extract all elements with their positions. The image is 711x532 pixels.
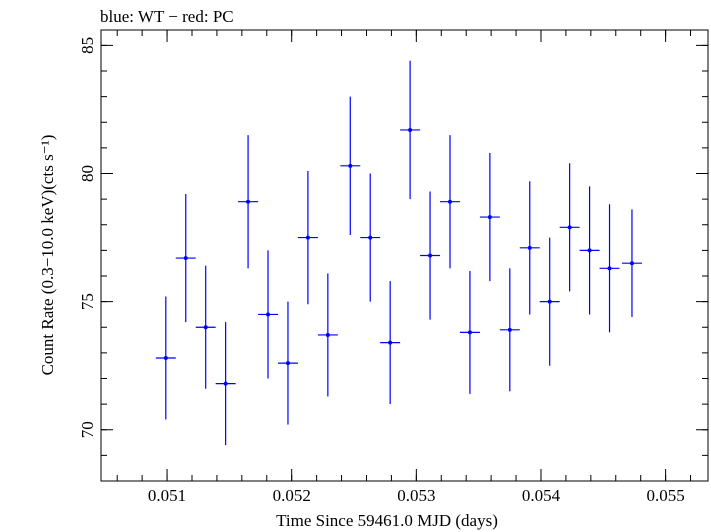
data-point <box>507 327 512 332</box>
data-point-group <box>479 153 500 282</box>
y-tick-label: 75 <box>78 293 97 310</box>
data-point-group <box>238 135 259 269</box>
y-tick-label: 85 <box>78 37 97 54</box>
data-point-group <box>621 209 642 317</box>
x-tick-label: 0.054 <box>522 486 561 505</box>
data-point <box>408 127 413 132</box>
data-point <box>325 332 330 337</box>
data-point-group <box>599 204 620 333</box>
x-axis-title: Time Since 59461.0 MJD (days) <box>276 511 498 530</box>
data-point-group <box>340 96 361 235</box>
data-point <box>428 253 433 258</box>
x-tick-label: 0.052 <box>273 486 311 505</box>
data-point <box>567 225 572 230</box>
data-point-group <box>155 296 176 420</box>
data-point <box>447 199 452 204</box>
y-tick-label: 70 <box>78 421 97 438</box>
data-point-group <box>380 281 401 405</box>
data-point <box>487 215 492 220</box>
data-point-group <box>360 173 381 302</box>
data-point <box>587 248 592 253</box>
data-point <box>203 325 208 330</box>
data-point <box>527 245 532 250</box>
data-point <box>305 235 310 240</box>
data-point-group <box>297 170 318 305</box>
data-point <box>629 261 634 266</box>
data-point <box>547 299 552 304</box>
data-point-group <box>579 186 600 315</box>
data-point <box>348 163 353 168</box>
data-point-group <box>539 237 560 366</box>
data-point-group <box>317 273 338 397</box>
axis-tick-labels: 0.051 0.052 0.053 0.054 0.055 70 75 80 85 <box>78 37 685 505</box>
data-point-group <box>277 301 298 425</box>
plot-frame <box>100 29 709 482</box>
x-tick-label: 0.053 <box>397 486 435 505</box>
data-point <box>388 340 393 345</box>
data-point <box>223 381 228 386</box>
data-point <box>607 266 612 271</box>
x-tick-label: 0.055 <box>646 486 684 505</box>
x-tick-label: 0.051 <box>148 486 186 505</box>
data-point-group <box>559 163 580 292</box>
chart-title: blue: WT − red: PC <box>100 7 234 26</box>
data-point <box>285 361 290 366</box>
y-tick-label: 80 <box>78 165 97 182</box>
data-point-group <box>400 60 421 200</box>
data-point-group <box>420 191 441 320</box>
data-point <box>163 356 168 360</box>
data-point <box>183 256 188 261</box>
data-point <box>368 235 373 240</box>
data-points <box>155 60 642 446</box>
axis-ticks <box>101 30 708 482</box>
data-point <box>266 312 271 317</box>
data-point-group <box>440 135 460 269</box>
data-point <box>246 199 251 204</box>
data-point-group <box>215 322 236 446</box>
data-point-group <box>175 194 196 323</box>
data-point-group <box>459 270 480 394</box>
data-point <box>467 330 472 335</box>
data-point-group <box>195 265 216 389</box>
data-point-group <box>258 250 278 379</box>
data-point-group <box>499 268 520 392</box>
y-axis-title: Count Rate (0.3−10.0 keV)(cts s⁻¹) <box>38 135 57 376</box>
data-point-group <box>519 181 540 315</box>
